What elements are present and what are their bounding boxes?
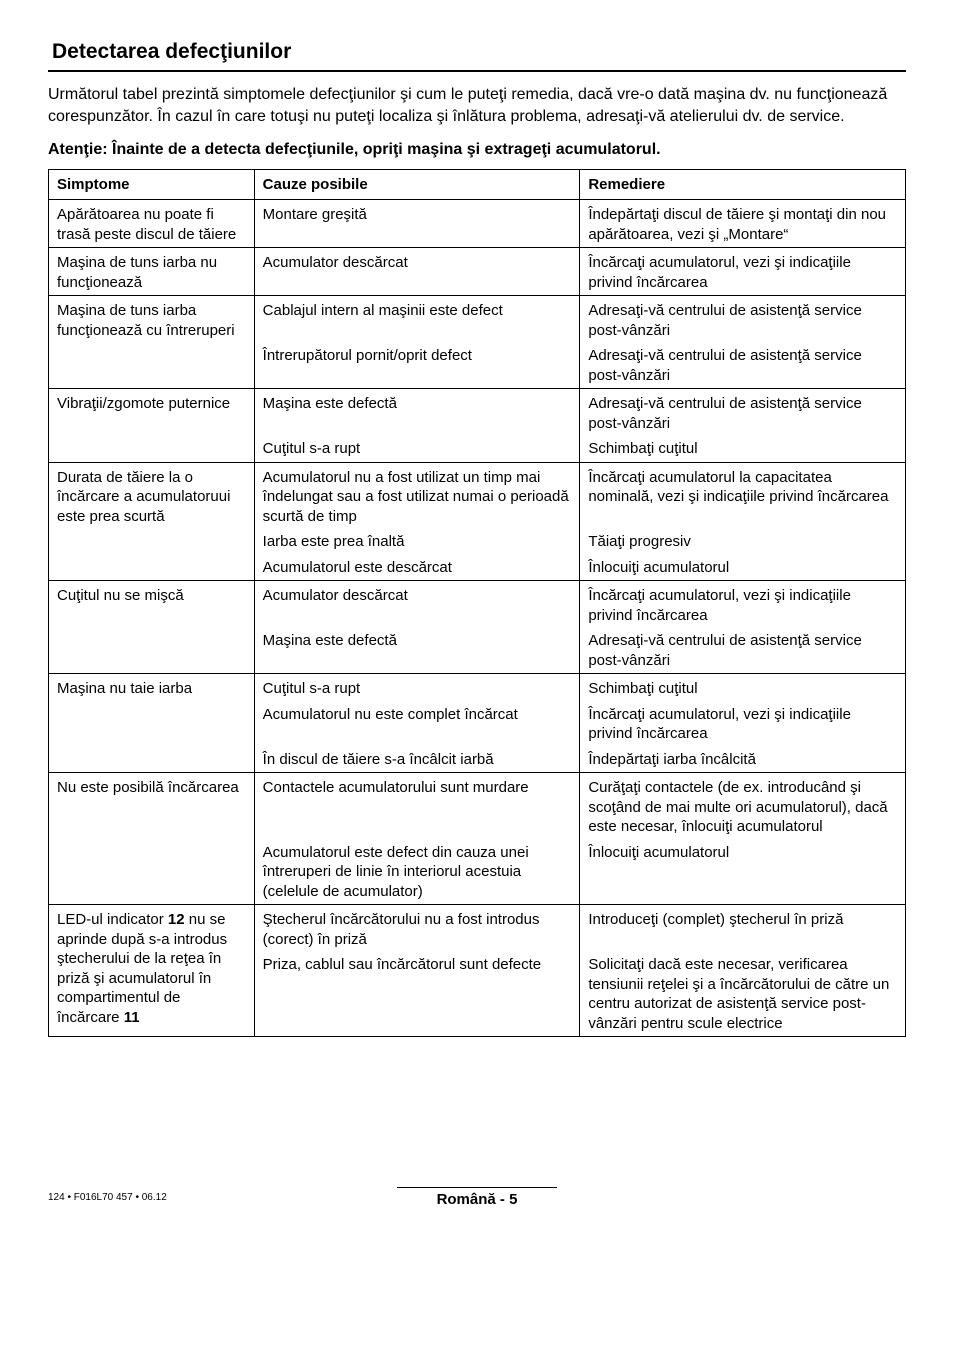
- remedy-cell: Încărcaţi acumulatorul la capacitatea no…: [580, 462, 906, 529]
- header-symptom: Simptome: [49, 170, 255, 200]
- remedy-cell: Adresaţi-vă centrului de asistenţă servi…: [580, 389, 906, 437]
- remedy-cell: Încărcaţi acumulatorul, vezi şi indicaţi…: [580, 702, 906, 747]
- table-row: Apărătoarea nu poate fi trasă peste disc…: [49, 200, 906, 248]
- symptom-cell: Apărătoarea nu poate fi trasă peste disc…: [49, 200, 255, 248]
- cause-cell: Cuţitul s-a rupt: [254, 674, 580, 702]
- cause-cell: Acumulator descărcat: [254, 248, 580, 296]
- remedy-cell: Înlocuiţi acumulatorul: [580, 840, 906, 905]
- cause-cell: Cablajul intern al maşinii este defect: [254, 296, 580, 344]
- cause-cell: Acumulatorul este descărcat: [254, 555, 580, 581]
- cause-cell: În discul de tăiere s-a încâlcit iarbă: [254, 747, 580, 773]
- remedy-cell: Solicitaţi dacă este necesar, verificare…: [580, 952, 906, 1037]
- symptom-cell: Vibraţii/zgomote puternice: [49, 389, 255, 463]
- cause-cell: Maşina este defectă: [254, 628, 580, 674]
- cause-cell: Montare greşită: [254, 200, 580, 248]
- cause-cell: Acumulator descărcat: [254, 581, 580, 629]
- table-row: Durata de tăiere la o încărcare a acumul…: [49, 462, 906, 529]
- table-row: Vibraţii/zgomote puterniceMaşina este de…: [49, 389, 906, 437]
- cause-cell: Acumulatorul nu este complet încărcat: [254, 702, 580, 747]
- cause-cell: Acumulatorul este defect din cauza unei …: [254, 840, 580, 905]
- cause-cell: Iarba este prea înaltă: [254, 529, 580, 555]
- symptom-cell: Cuţitul nu se mişcă: [49, 581, 255, 674]
- symptom-cell: Maşina nu taie iarba: [49, 674, 255, 773]
- cause-cell: Acumulatorul nu a fost utilizat un timp …: [254, 462, 580, 529]
- intro-paragraph: Următorul tabel prezintă simptomele defe…: [48, 84, 906, 127]
- remedy-cell: Îndepărtaţi discul de tăiere şi montaţi …: [580, 200, 906, 248]
- remedy-cell: Înlocuiţi acumulatorul: [580, 555, 906, 581]
- cause-cell: Ştecherul încărcătorului nu a fost intro…: [254, 905, 580, 953]
- symptom-cell: Nu este posibilă încărcarea: [49, 773, 255, 905]
- remedy-cell: Schimbaţi cuţitul: [580, 436, 906, 462]
- troubleshooting-table: Simptome Cauze posibile Remediere Apărăt…: [48, 169, 906, 1037]
- footer-page-number: Română - 5: [397, 1187, 557, 1208]
- cause-cell: Întrerupătorul pornit/oprit defect: [254, 343, 580, 389]
- header-cause: Cauze posibile: [254, 170, 580, 200]
- remedy-cell: Încărcaţi acumulatorul, vezi şi indicaţi…: [580, 581, 906, 629]
- symptom-cell: Durata de tăiere la o încărcare a acumul…: [49, 462, 255, 581]
- remedy-cell: Îndepărtaţi iarba încâlcită: [580, 747, 906, 773]
- table-row: Maşina de tuns iarba funcţionează cu înt…: [49, 296, 906, 344]
- table-row: Maşina de tuns iarba nu funcţioneazăAcum…: [49, 248, 906, 296]
- table-row: Maşina nu taie iarbaCuţitul s-a ruptSchi…: [49, 674, 906, 702]
- remedy-cell: Introduceţi (complet) ştecherul în priză: [580, 905, 906, 953]
- symptom-cell: Maşina de tuns iarba funcţionează cu înt…: [49, 296, 255, 389]
- warning-text: Atenţie: Înainte de a detecta defecţiuni…: [48, 141, 906, 159]
- cause-cell: Maşina este defectă: [254, 389, 580, 437]
- remedy-cell: Schimbaţi cuţitul: [580, 674, 906, 702]
- table-row: Cuţitul nu se mişcăAcumulator descărcatÎ…: [49, 581, 906, 629]
- page-footer: 124 • F016L70 457 • 06.12 Română - 5: [48, 1187, 906, 1217]
- table-row: LED-ul indicator 12 nu se aprinde după s…: [49, 905, 906, 953]
- footer-left: 124 • F016L70 457 • 06.12: [48, 1192, 167, 1203]
- remedy-cell: Adresaţi-vă centrului de asistenţă servi…: [580, 343, 906, 389]
- remedy-cell: Curăţaţi contactele (de ex. introducând …: [580, 773, 906, 840]
- table-row: Nu este posibilă încărcareaContactele ac…: [49, 773, 906, 840]
- cause-cell: Cuţitul s-a rupt: [254, 436, 580, 462]
- header-remedy: Remediere: [580, 170, 906, 200]
- cause-cell: Priza, cablul sau încărcătorul sunt defe…: [254, 952, 580, 1037]
- cause-cell: Contactele acumulatorului sunt murdare: [254, 773, 580, 840]
- symptom-cell: Maşina de tuns iarba nu funcţionează: [49, 248, 255, 296]
- remedy-cell: Încărcaţi acumulatorul, vezi şi indicaţi…: [580, 248, 906, 296]
- remedy-cell: Adresaţi-vă centrului de asistenţă servi…: [580, 628, 906, 674]
- remedy-cell: Tăiaţi progresiv: [580, 529, 906, 555]
- section-title: Detectarea defecţiunilor: [48, 40, 906, 72]
- symptom-cell: LED-ul indicator 12 nu se aprinde după s…: [49, 905, 255, 1037]
- remedy-cell: Adresaţi-vă centrului de asistenţă servi…: [580, 296, 906, 344]
